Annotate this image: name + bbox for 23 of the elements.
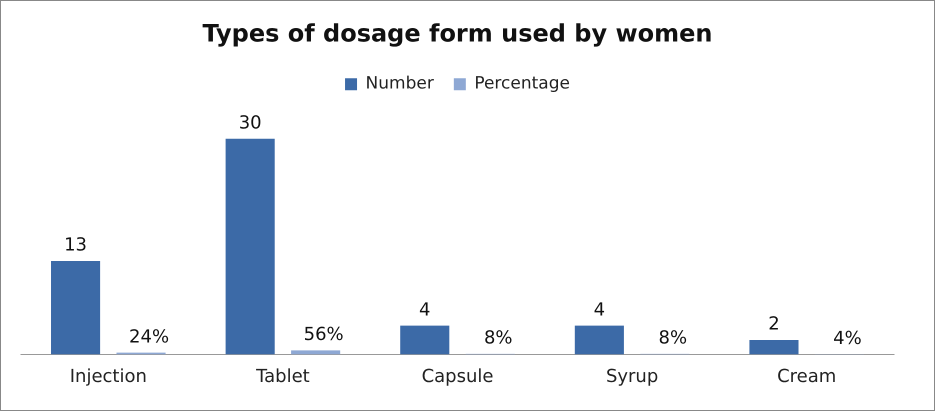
legend-label: Percentage [474, 74, 570, 94]
data-label: 8% [484, 327, 513, 348]
data-label: 56% [304, 324, 344, 346]
bar [749, 340, 799, 354]
data-label: 8% [658, 327, 688, 348]
x-tick-label: Syrup [606, 366, 658, 387]
bar [226, 138, 275, 354]
x-tick-label: Cream [777, 366, 836, 387]
bar [51, 260, 100, 354]
data-label: 2 [768, 314, 780, 335]
data-label: 4 [419, 299, 430, 320]
bar [400, 326, 450, 354]
x-tick-label: Tablet [255, 366, 310, 387]
x-tick-label: Capsule [422, 366, 494, 387]
data-label: 30 [238, 112, 262, 134]
data-label: 4 [594, 299, 606, 320]
data-label: 4% [833, 328, 862, 349]
x-tick-label: Injection [70, 366, 147, 387]
data-label: 13 [64, 234, 88, 256]
bar [574, 326, 624, 354]
legend-label: Number [366, 74, 434, 94]
chart-title: Types of dosage form used by women [202, 20, 713, 48]
data-label: 24% [129, 326, 170, 348]
